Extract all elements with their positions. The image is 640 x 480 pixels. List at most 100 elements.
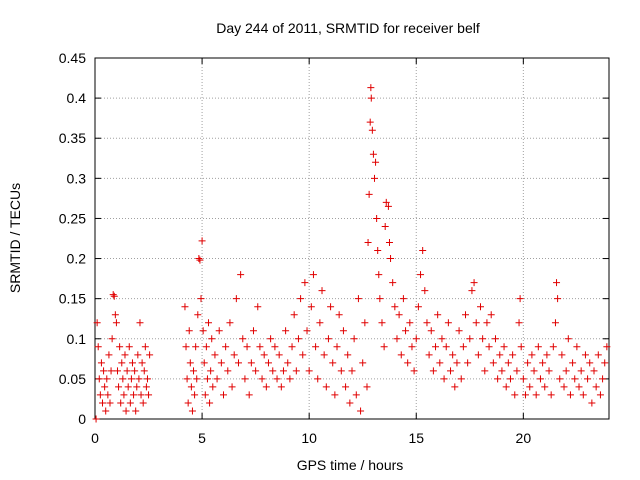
data-point bbox=[299, 351, 307, 359]
data-point bbox=[322, 383, 330, 391]
axis-ticks bbox=[94, 57, 609, 420]
data-point bbox=[348, 367, 356, 375]
data-point bbox=[301, 279, 309, 287]
data-point bbox=[208, 335, 216, 343]
data-point bbox=[434, 311, 442, 319]
data-point bbox=[234, 359, 242, 367]
data-point bbox=[201, 391, 209, 399]
data-point bbox=[260, 351, 268, 359]
data-point bbox=[288, 343, 296, 351]
data-point bbox=[352, 391, 360, 399]
data-point bbox=[247, 359, 255, 367]
x-tick-label: 5 bbox=[198, 430, 206, 446]
y-tick-label: 0.3 bbox=[67, 170, 87, 186]
data-point bbox=[581, 351, 589, 359]
data-point bbox=[584, 375, 592, 383]
data-point bbox=[553, 279, 561, 287]
data-point bbox=[126, 399, 134, 407]
data-point bbox=[491, 335, 499, 343]
data-point bbox=[192, 343, 200, 351]
data-point bbox=[466, 335, 474, 343]
data-point bbox=[232, 295, 240, 303]
data-point bbox=[132, 407, 140, 415]
data-point bbox=[453, 359, 461, 367]
data-point bbox=[138, 359, 146, 367]
data-point bbox=[275, 351, 283, 359]
data-point bbox=[303, 327, 311, 335]
data-point bbox=[307, 303, 315, 311]
data-point bbox=[506, 375, 514, 383]
data-point bbox=[532, 391, 540, 399]
data-point bbox=[498, 367, 506, 375]
data-point bbox=[399, 295, 407, 303]
data-point bbox=[594, 351, 602, 359]
data-point bbox=[367, 94, 375, 102]
data-point bbox=[207, 367, 215, 375]
data-point bbox=[196, 256, 204, 264]
data-point bbox=[579, 391, 587, 399]
data-point bbox=[414, 303, 422, 311]
data-point bbox=[586, 359, 594, 367]
data-point bbox=[361, 319, 369, 327]
data-point bbox=[489, 359, 497, 367]
data-point bbox=[109, 291, 117, 299]
data-point bbox=[346, 399, 354, 407]
data-point bbox=[496, 351, 504, 359]
y-tick-label: 0.2 bbox=[67, 251, 87, 267]
data-point bbox=[423, 319, 431, 327]
y-tick-label: 0.45 bbox=[59, 50, 86, 66]
data-point bbox=[521, 391, 529, 399]
data-point bbox=[543, 351, 551, 359]
data-point bbox=[425, 351, 433, 359]
data-point bbox=[354, 295, 362, 303]
data-point bbox=[217, 359, 225, 367]
y-tick-label: 0.15 bbox=[59, 291, 86, 307]
data-point bbox=[282, 327, 290, 335]
data-point bbox=[470, 279, 478, 287]
data-point bbox=[599, 375, 607, 383]
data-point bbox=[105, 351, 113, 359]
data-point bbox=[267, 335, 275, 343]
data-point bbox=[198, 237, 206, 245]
data-point bbox=[245, 391, 253, 399]
data-point bbox=[575, 383, 583, 391]
data-point bbox=[292, 367, 300, 375]
data-point bbox=[127, 375, 135, 383]
data-point bbox=[385, 239, 393, 247]
data-point bbox=[249, 327, 257, 335]
data-point bbox=[444, 319, 452, 327]
data-point bbox=[264, 359, 272, 367]
y-tick-label: 0.05 bbox=[59, 371, 86, 387]
data-point bbox=[137, 391, 145, 399]
data-point bbox=[262, 383, 270, 391]
data-point bbox=[103, 375, 111, 383]
data-point bbox=[94, 343, 102, 351]
data-point bbox=[381, 222, 389, 230]
data-point bbox=[367, 84, 375, 92]
x-axis-title: GPS time / hours bbox=[297, 457, 404, 473]
data-point bbox=[108, 335, 116, 343]
data-point bbox=[186, 359, 194, 367]
data-point bbox=[305, 367, 313, 375]
data-point bbox=[122, 407, 130, 415]
data-point bbox=[573, 343, 581, 351]
data-point bbox=[100, 367, 108, 375]
data-point bbox=[404, 359, 412, 367]
data-point bbox=[342, 383, 350, 391]
data-point bbox=[545, 367, 553, 375]
data-point bbox=[337, 367, 345, 375]
data-point bbox=[370, 174, 378, 182]
data-point bbox=[309, 271, 317, 279]
data-point bbox=[389, 279, 397, 287]
data-point bbox=[141, 343, 149, 351]
x-tick-label: 15 bbox=[408, 430, 424, 446]
data-point bbox=[269, 367, 277, 375]
data-point bbox=[556, 375, 564, 383]
data-point bbox=[220, 391, 227, 399]
data-point bbox=[530, 367, 538, 375]
data-point bbox=[468, 287, 476, 295]
data-point bbox=[254, 303, 262, 311]
data-point bbox=[364, 239, 372, 247]
data-point bbox=[373, 214, 381, 222]
